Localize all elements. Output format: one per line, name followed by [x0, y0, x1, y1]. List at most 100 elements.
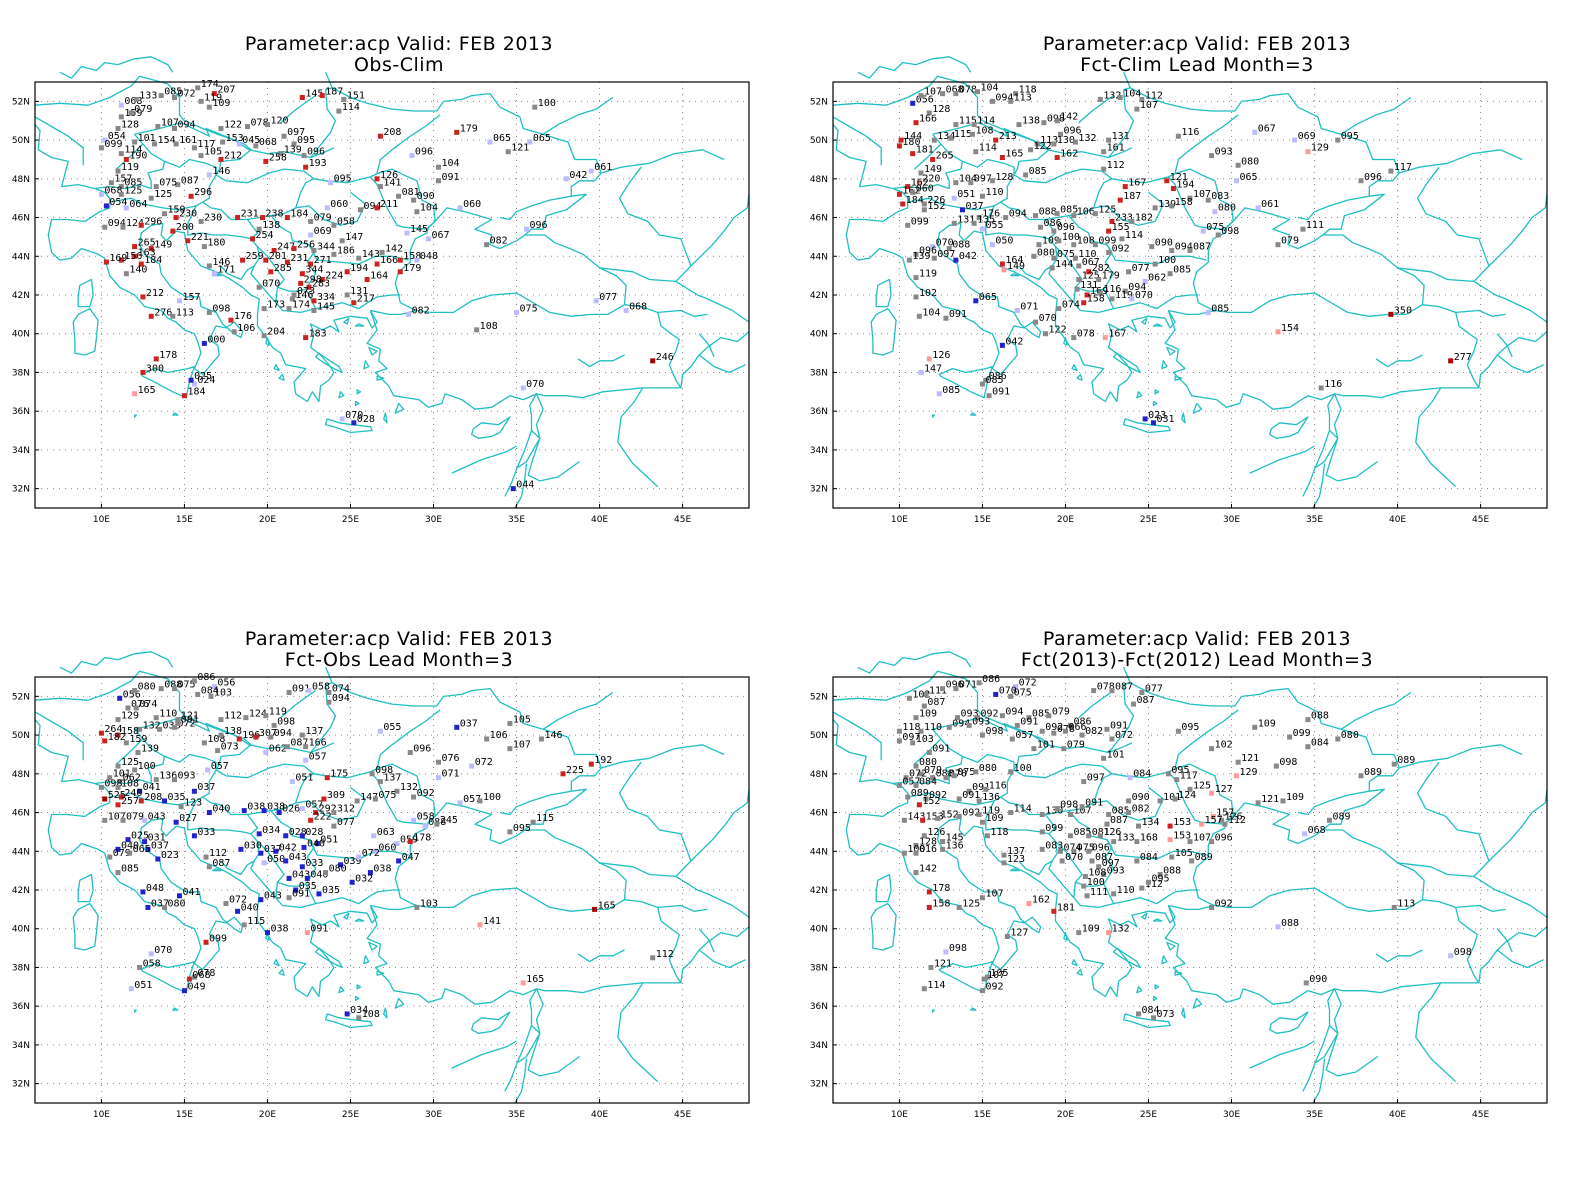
island-outline [343, 317, 350, 325]
station-value-label: 161 [179, 135, 197, 146]
station-marker [930, 244, 936, 250]
lat-tick-label: 32N [12, 485, 30, 495]
station-marker [356, 255, 362, 261]
station-marker [1008, 693, 1014, 699]
island-outline [265, 336, 270, 346]
station-value-label: 107 [924, 87, 942, 98]
station-marker [898, 137, 904, 143]
station-value-label: 069 [1298, 131, 1316, 142]
island-outline [1122, 418, 1171, 434]
lat-tick-label: 46N [810, 214, 828, 224]
station-marker [1157, 798, 1163, 804]
station-marker [115, 870, 121, 876]
station-value-label: 110 [924, 722, 942, 733]
station-value-label: 070 [936, 238, 954, 249]
station-marker [377, 728, 383, 734]
station-marker [1142, 278, 1148, 284]
coastline [1375, 354, 1423, 368]
station-marker [236, 141, 242, 147]
station-marker [319, 93, 325, 99]
station-value-label: 165 [598, 900, 616, 911]
station-marker [1104, 821, 1110, 827]
station-value-label: 180 [902, 137, 920, 148]
station-value-label: 121 [934, 958, 952, 969]
station-marker [138, 222, 144, 228]
station-value-label: 132 [1078, 133, 1096, 144]
station-marker [913, 870, 919, 876]
island-outline [314, 947, 343, 969]
island-outline [383, 1007, 388, 1019]
station-value-label: 082 [1132, 804, 1150, 815]
station-value-label: 159 [129, 734, 147, 745]
station-value-label: 144 [904, 131, 922, 142]
station-marker [1187, 247, 1193, 253]
station-value-label: 092 [417, 788, 435, 799]
station-value-label: 101 [1107, 749, 1125, 760]
station-value-label: 111 [1090, 887, 1108, 898]
station-value-label: 076 [441, 753, 459, 764]
coastline [617, 387, 659, 488]
station-marker [1172, 796, 1178, 802]
station-value-label: 060 [916, 183, 934, 194]
station-value-label: 050 [267, 854, 285, 865]
station-marker [1072, 255, 1078, 261]
station-marker [1305, 744, 1311, 750]
station-marker [563, 176, 569, 182]
lat-tick-label: 48N [810, 770, 828, 780]
island-outline [354, 995, 360, 1002]
station-value-label: 125 [154, 189, 172, 200]
lat-tick-label: 52N [810, 692, 828, 702]
station-marker [261, 333, 267, 339]
station-marker [1233, 178, 1239, 184]
station-marker [208, 693, 214, 699]
coastline [115, 738, 144, 765]
station-value-label: 124 [249, 709, 267, 720]
island-outline [324, 418, 373, 434]
station-value-label: 153 [226, 133, 244, 144]
station-value-label: 128 [995, 172, 1013, 183]
lon-tick-label: 15E [176, 1110, 193, 1120]
station-value-label: 092 [1112, 243, 1130, 254]
coastline [1397, 267, 1548, 323]
station-marker [457, 205, 463, 211]
station-marker [469, 763, 475, 769]
station-value-label: 113 [176, 307, 194, 318]
station-marker [218, 125, 224, 131]
station-value-label: 173 [267, 300, 285, 311]
station-value-label: 109 [1258, 718, 1276, 729]
coastline [59, 651, 174, 674]
station-marker [152, 141, 158, 147]
station-marker [259, 215, 265, 221]
island-outline [1166, 941, 1176, 951]
station-marker [940, 686, 946, 692]
station-value-label: 045 [242, 135, 260, 146]
station-value-label: 079 [134, 104, 152, 115]
station-marker [910, 100, 916, 106]
coastline [370, 207, 627, 317]
station-value-label: 094 [1009, 209, 1027, 220]
station-value-label: 089 [1332, 811, 1350, 822]
station-marker [1101, 872, 1107, 878]
station-marker [1097, 833, 1103, 839]
station-marker [435, 178, 441, 184]
island-outline [1152, 400, 1158, 407]
station-marker [283, 833, 289, 839]
station-marker [507, 829, 513, 835]
station-value-label: 077 [1132, 263, 1150, 274]
station-marker [1102, 335, 1108, 341]
station-marker [339, 238, 345, 244]
station-marker [1033, 213, 1039, 219]
station-value-label: 114 [124, 145, 142, 156]
station-marker [303, 757, 309, 763]
station-value-label: 131 [1080, 280, 1098, 291]
station-marker [1142, 416, 1148, 422]
station-value-label: 070 [526, 379, 544, 390]
station-value-label: 080 [1241, 156, 1259, 167]
station-marker [409, 153, 415, 159]
station-value-label: 057 [305, 800, 323, 811]
station-value-label: 165 [138, 385, 156, 396]
station-value-label: 027 [179, 813, 197, 824]
island-outline [72, 307, 99, 356]
coastline [624, 304, 708, 317]
station-marker [913, 842, 919, 848]
